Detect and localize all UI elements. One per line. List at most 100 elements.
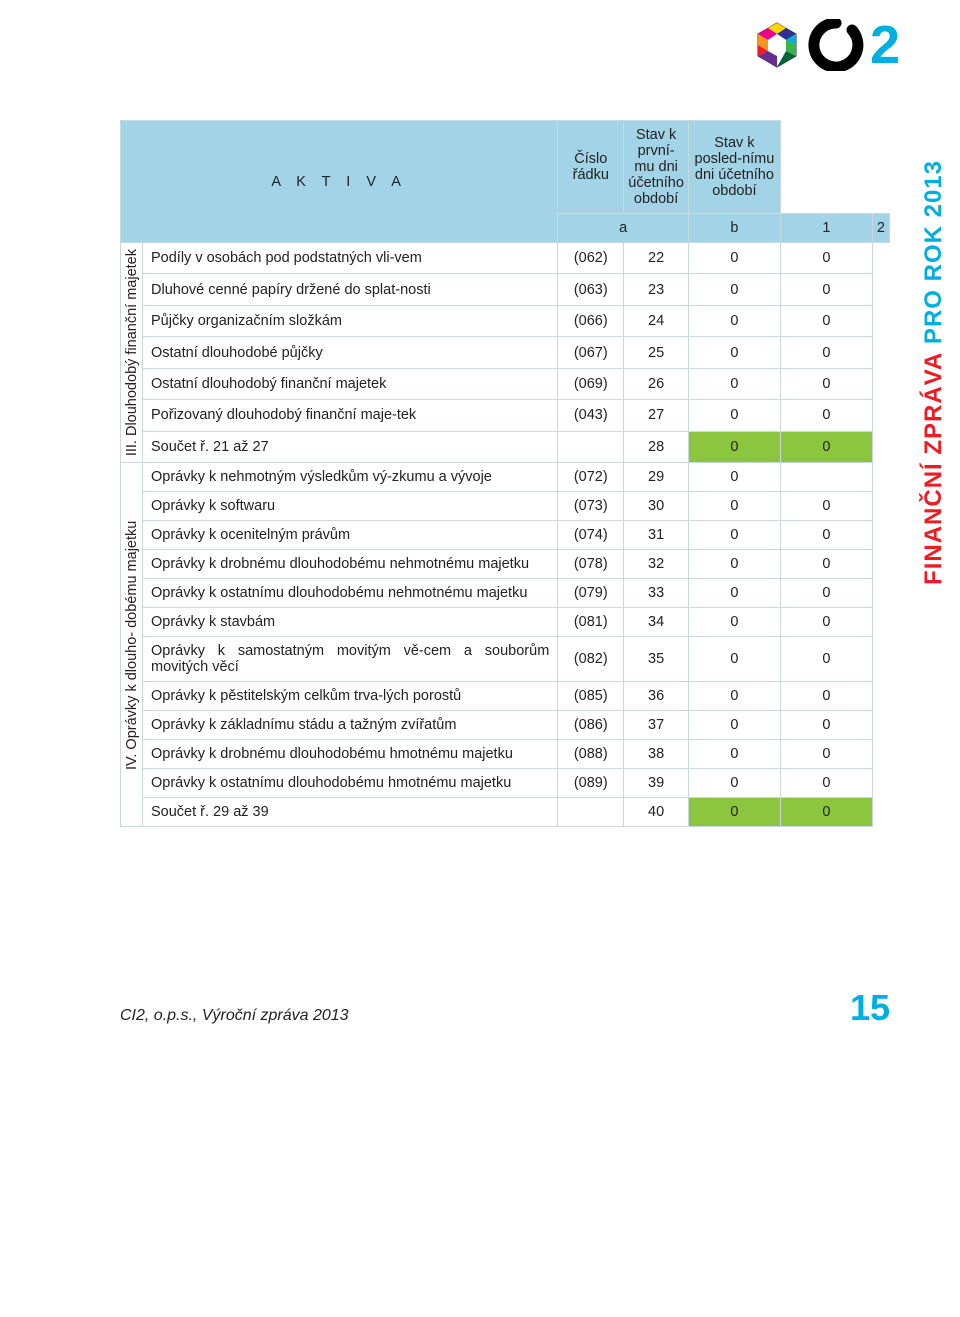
- table-row: Oprávky k pěstitelským celkům trva-lých …: [121, 682, 890, 711]
- row-val1: 0: [688, 521, 780, 550]
- table-row: Součet ř. 21 až 272800: [121, 431, 890, 463]
- table-row: Pořizovaný dlouhodobý finanční maje-tek(…: [121, 400, 890, 431]
- row-num: 22: [624, 243, 689, 274]
- row-val2: 0: [780, 637, 872, 682]
- page: 2 FINANČNÍ ZPRÁVA PRO ROK 2013 A K T I V…: [0, 0, 960, 1069]
- row-num: 26: [624, 368, 689, 399]
- row-desc: Oprávky k ocenitelným právům: [143, 521, 558, 550]
- footer-left: CI2, o.p.s., Výroční zpráva 2013: [120, 1007, 349, 1025]
- row-desc: Podíly v osobách pod podstatných vli-vem: [143, 243, 558, 274]
- row-desc: Oprávky k drobnému dlouhodobému hmotnému…: [143, 740, 558, 769]
- row-code: (066): [558, 305, 624, 336]
- row-code: (078): [558, 550, 624, 579]
- row-code: (063): [558, 274, 624, 305]
- row-code: (082): [558, 637, 624, 682]
- row-val1: 0: [688, 608, 780, 637]
- section-label: III. Dlouhodobý finanční majetek: [121, 243, 143, 463]
- row-desc: Oprávky k stavbám: [143, 608, 558, 637]
- row-desc: Oprávky k základnímu stádu a tažným zvíř…: [143, 711, 558, 740]
- row-num: 27: [624, 400, 689, 431]
- row-code: (089): [558, 769, 624, 798]
- row-code: (043): [558, 400, 624, 431]
- row-code: (062): [558, 243, 624, 274]
- row-code: (086): [558, 711, 624, 740]
- row-val1: 0: [688, 431, 780, 463]
- row-val1: 0: [688, 769, 780, 798]
- row-desc: Ostatní dlouhodobý finanční majetek: [143, 368, 558, 399]
- logo: 2: [752, 18, 900, 72]
- col-cislo: Číslo řádku: [558, 121, 624, 214]
- row-desc: Ostatní dlouhodobé půjčky: [143, 337, 558, 368]
- footer: CI2, o.p.s., Výroční zpráva 2013 15: [120, 987, 890, 1029]
- row-val2: 0: [780, 608, 872, 637]
- table-row: Ostatní dlouhodobé půjčky(067)2500: [121, 337, 890, 368]
- row-desc: Oprávky k drobnému dlouhodobému nehmotné…: [143, 550, 558, 579]
- row-val2: 0: [780, 492, 872, 521]
- subhead-1: 1: [780, 214, 872, 243]
- row-val2: 0: [780, 521, 872, 550]
- row-val1: 0: [688, 368, 780, 399]
- row-code: (079): [558, 579, 624, 608]
- row-val1: 0: [688, 305, 780, 336]
- table-row: Půjčky organizačním složkám(066)2400: [121, 305, 890, 336]
- row-desc: Dluhové cenné papíry držené do splat-nos…: [143, 274, 558, 305]
- row-code: (069): [558, 368, 624, 399]
- table-row: Oprávky k drobnému dlouhodobému nehmotné…: [121, 550, 890, 579]
- table-row: IV. Oprávky k dlouho- dobému majetkuOprá…: [121, 463, 890, 492]
- table-row: III. Dlouhodobý finanční majetekPodíly v…: [121, 243, 890, 274]
- row-code: (088): [558, 740, 624, 769]
- row-val1: 0: [688, 682, 780, 711]
- row-code: (072): [558, 463, 624, 492]
- row-val1: 0: [688, 400, 780, 431]
- row-val1: 0: [688, 579, 780, 608]
- table-row: Oprávky k drobnému dlouhodobému hmotnému…: [121, 740, 890, 769]
- row-num: 34: [624, 608, 689, 637]
- table-row: Součet ř. 29 až 394000: [121, 798, 890, 827]
- row-num: 37: [624, 711, 689, 740]
- subhead-2: 2: [872, 214, 889, 243]
- table-row: Oprávky k softwaru(073)3000: [121, 492, 890, 521]
- row-desc: Půjčky organizačním složkám: [143, 305, 558, 336]
- table-row: Dluhové cenné papíry držené do splat-nos…: [121, 274, 890, 305]
- row-num: 28: [624, 431, 689, 463]
- row-val2: 0: [780, 431, 872, 463]
- row-val2: 0: [780, 305, 872, 336]
- row-desc: Pořizovaný dlouhodobý finanční maje-tek: [143, 400, 558, 431]
- row-num: 32: [624, 550, 689, 579]
- row-num: 33: [624, 579, 689, 608]
- row-val1: 0: [688, 798, 780, 827]
- row-code: (085): [558, 682, 624, 711]
- side-title: FINANČNÍ ZPRÁVA PRO ROK 2013: [920, 160, 948, 585]
- row-val1: 0: [688, 550, 780, 579]
- table-row: Oprávky k ostatnímu dlouhodobému nehmotn…: [121, 579, 890, 608]
- row-code: (067): [558, 337, 624, 368]
- row-code: [558, 431, 624, 463]
- row-val2: 0: [780, 400, 872, 431]
- row-code: (073): [558, 492, 624, 521]
- row-val1: 0: [688, 337, 780, 368]
- row-val2: 0: [780, 769, 872, 798]
- row-val2: [780, 463, 872, 492]
- row-val2: 0: [780, 711, 872, 740]
- row-num: 29: [624, 463, 689, 492]
- table-row: Oprávky k základnímu stádu a tažným zvíř…: [121, 711, 890, 740]
- row-num: 36: [624, 682, 689, 711]
- row-val2: 0: [780, 337, 872, 368]
- row-val2: 0: [780, 274, 872, 305]
- row-num: 24: [624, 305, 689, 336]
- row-val1: 0: [688, 740, 780, 769]
- row-desc: Oprávky k ostatnímu dlouhodobému hmotném…: [143, 769, 558, 798]
- row-num: 25: [624, 337, 689, 368]
- row-desc: Oprávky k ostatnímu dlouhodobému nehmotn…: [143, 579, 558, 608]
- row-desc: Součet ř. 29 až 39: [143, 798, 558, 827]
- row-val1: 0: [688, 492, 780, 521]
- row-desc: Oprávky k nehmotným výsledkům vý-zkumu a…: [143, 463, 558, 492]
- table-row: Oprávky k ocenitelným právům(074)3100: [121, 521, 890, 550]
- row-desc: Součet ř. 21 až 27: [143, 431, 558, 463]
- logo-c-icon: [808, 19, 864, 71]
- side-title-red: FINANČNÍ ZPRÁVA: [920, 352, 947, 585]
- row-desc: Oprávky k softwaru: [143, 492, 558, 521]
- row-val1: 0: [688, 711, 780, 740]
- row-num: 39: [624, 769, 689, 798]
- col-aktiva: A K T I V A: [121, 121, 558, 243]
